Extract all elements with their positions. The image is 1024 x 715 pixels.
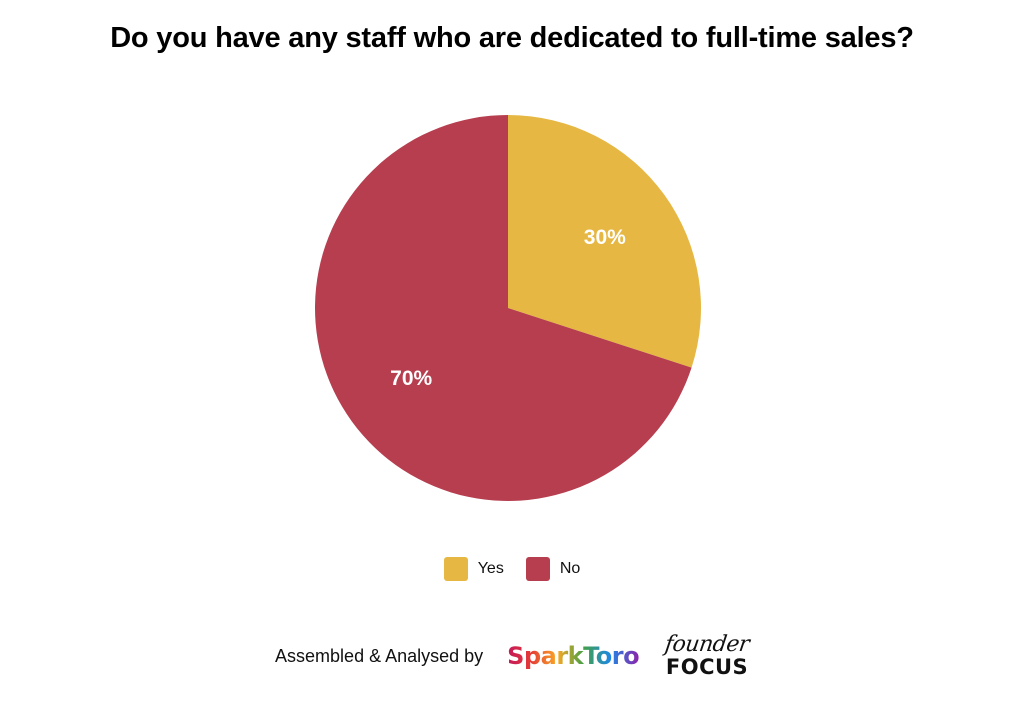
pie-label-no: 70% [390, 367, 432, 390]
attribution-footer: Assembled & Analysed by SparkToro founde… [0, 632, 1024, 679]
founder-focus-logo-bottom: FOCUS [665, 655, 749, 679]
pie-label-yes: 30% [584, 226, 626, 249]
legend-swatch-yes [443, 557, 468, 581]
legend-label-yes: Yes [477, 560, 504, 577]
pie-slice-yes[interactable] [508, 115, 701, 368]
legend-label-no: No [559, 560, 581, 577]
founder-focus-logo-top: founder [663, 632, 751, 657]
pie-slice-no[interactable] [314, 115, 692, 501]
pie-chart: 30% 70% [314, 115, 701, 501]
founder-focus-logo: founder FOCUS [663, 632, 751, 679]
legend-item-no[interactable]: No [525, 557, 581, 581]
attribution-text: Assembled & Analysed by [275, 645, 484, 666]
sparktoro-logo: SparkToro [507, 642, 640, 670]
chart-title: Do you have any staff who are dedicated … [110, 22, 914, 54]
chart-legend: Yes No [0, 557, 1024, 581]
legend-swatch-no [525, 557, 550, 581]
legend-item-yes[interactable]: Yes [443, 557, 504, 581]
